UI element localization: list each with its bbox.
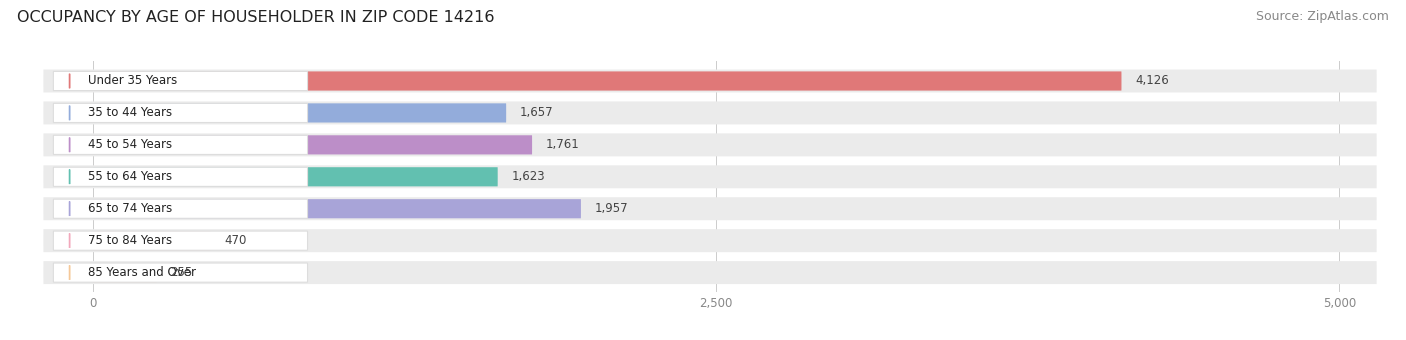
FancyBboxPatch shape [93, 135, 531, 154]
FancyBboxPatch shape [44, 165, 1376, 188]
Text: 75 to 84 Years: 75 to 84 Years [89, 234, 173, 247]
Text: 255: 255 [170, 266, 193, 279]
Text: Source: ZipAtlas.com: Source: ZipAtlas.com [1256, 10, 1389, 23]
Text: 1,957: 1,957 [595, 202, 628, 215]
FancyBboxPatch shape [53, 199, 308, 218]
FancyBboxPatch shape [53, 231, 308, 250]
Text: Under 35 Years: Under 35 Years [89, 74, 177, 87]
FancyBboxPatch shape [53, 167, 308, 186]
Text: 4,126: 4,126 [1135, 74, 1168, 87]
FancyBboxPatch shape [93, 167, 498, 186]
Text: 35 to 44 Years: 35 to 44 Years [89, 106, 173, 119]
Text: 45 to 54 Years: 45 to 54 Years [89, 138, 173, 151]
FancyBboxPatch shape [53, 263, 308, 282]
FancyBboxPatch shape [53, 103, 308, 122]
FancyBboxPatch shape [93, 103, 506, 122]
FancyBboxPatch shape [44, 229, 1376, 252]
Text: OCCUPANCY BY AGE OF HOUSEHOLDER IN ZIP CODE 14216: OCCUPANCY BY AGE OF HOUSEHOLDER IN ZIP C… [17, 10, 495, 25]
FancyBboxPatch shape [44, 197, 1376, 220]
Text: 85 Years and Over: 85 Years and Over [89, 266, 197, 279]
FancyBboxPatch shape [44, 69, 1376, 92]
Text: 1,657: 1,657 [520, 106, 554, 119]
FancyBboxPatch shape [93, 263, 157, 282]
FancyBboxPatch shape [53, 135, 308, 154]
FancyBboxPatch shape [93, 71, 1122, 90]
Text: 55 to 64 Years: 55 to 64 Years [89, 170, 173, 183]
Text: 470: 470 [224, 234, 246, 247]
FancyBboxPatch shape [53, 71, 308, 90]
FancyBboxPatch shape [44, 101, 1376, 124]
Text: 1,623: 1,623 [512, 170, 546, 183]
Text: 65 to 74 Years: 65 to 74 Years [89, 202, 173, 215]
FancyBboxPatch shape [93, 231, 211, 250]
Text: 1,761: 1,761 [546, 138, 579, 151]
FancyBboxPatch shape [93, 199, 581, 218]
FancyBboxPatch shape [44, 261, 1376, 284]
FancyBboxPatch shape [44, 133, 1376, 156]
